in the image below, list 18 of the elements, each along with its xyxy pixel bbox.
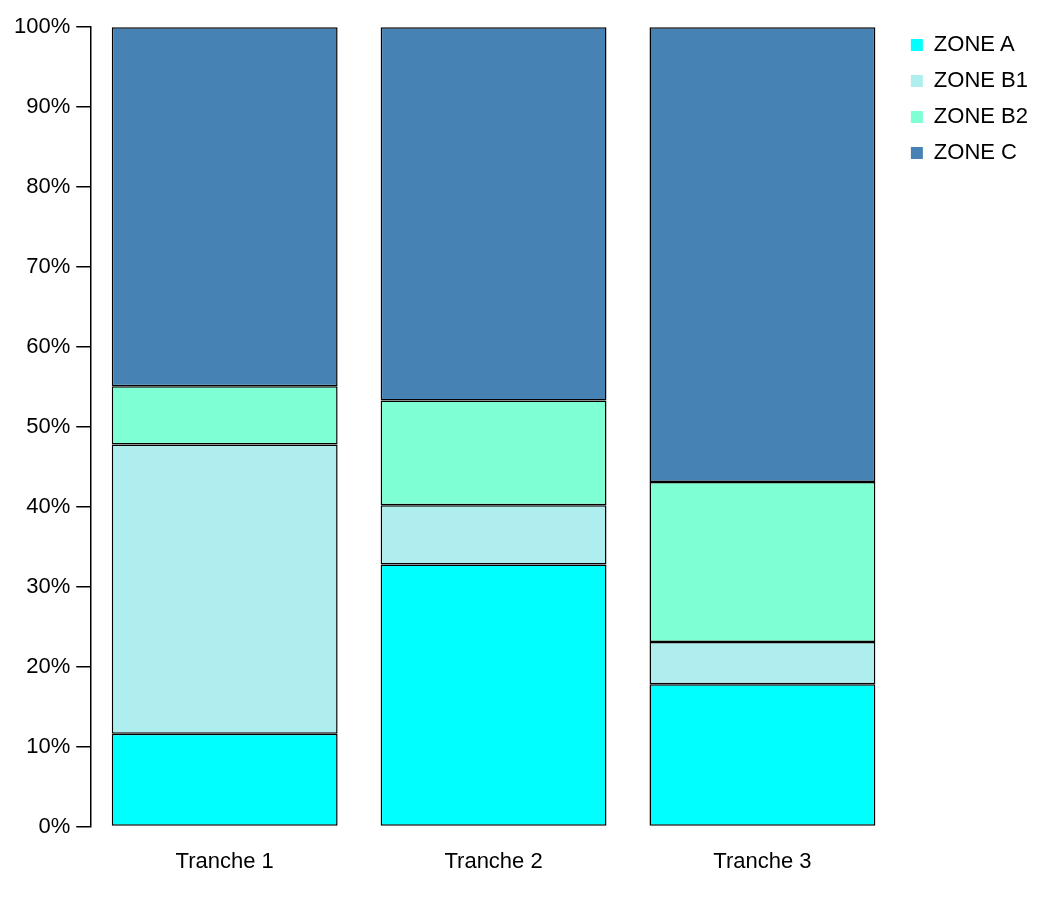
- y-tick-label: 70%: [26, 253, 71, 279]
- y-tick-label: 0%: [38, 812, 71, 838]
- y-tick-label: 40%: [26, 492, 71, 518]
- y-tick-label: 10%: [26, 732, 71, 758]
- x-tick-label: Tranche 3: [713, 847, 812, 873]
- legend-label: ZONE A: [933, 31, 1015, 57]
- y-tick-label: 100%: [13, 13, 71, 39]
- legend-label: ZONE C: [933, 139, 1018, 165]
- y-tick-label: 50%: [26, 412, 71, 438]
- y-tick-label: 30%: [26, 572, 71, 598]
- x-tick-label: Tranche 1: [175, 847, 274, 873]
- y-tick-label: 90%: [26, 93, 71, 119]
- legend-label: ZONE B1: [933, 67, 1029, 93]
- y-tick-label: 60%: [26, 333, 71, 359]
- y-tick-label: 20%: [26, 652, 71, 678]
- y-tick-label: 80%: [26, 173, 71, 199]
- x-tick-label: Tranche 2: [444, 847, 543, 873]
- legend-label: ZONE B2: [933, 103, 1029, 129]
